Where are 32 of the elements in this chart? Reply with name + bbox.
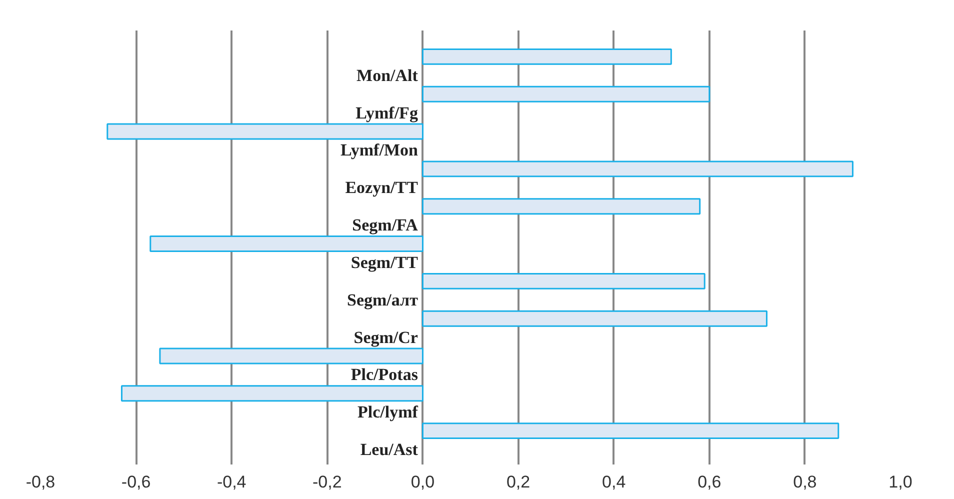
y-tick-label: Segm/Cr (354, 328, 418, 347)
bar (422, 310, 768, 327)
bar (150, 236, 424, 252)
x-tick-label: 0,0 (410, 472, 435, 492)
x-tick-label: 0,4 (602, 472, 626, 492)
x-tick-label: -0,8 (26, 472, 56, 492)
bar (422, 160, 854, 178)
x-tick-label: 0,8 (793, 472, 817, 492)
bar (422, 272, 706, 290)
bar (422, 48, 672, 65)
bar (159, 348, 424, 364)
x-tick-label: 1,0 (888, 472, 912, 492)
y-tick-label: Eozyn/TT (345, 178, 419, 198)
y-tick-label: Lymf/Mon (340, 140, 418, 160)
y-tick-label: Plc/lymf (358, 402, 418, 422)
bar (422, 198, 701, 215)
bar (422, 86, 710, 102)
y-tick-label: Plc/Potas (350, 365, 418, 384)
y-tick-label: Leu/Ast (360, 440, 418, 460)
bar (422, 422, 840, 440)
y-tick-label: Mon/Alt (356, 66, 418, 85)
bar (106, 123, 424, 140)
x-tick-label: 0,6 (698, 472, 722, 492)
x-tick-label: -0,6 (121, 472, 151, 492)
y-tick-label: Segm/алт (347, 290, 419, 310)
x-tick-label: -0,4 (216, 472, 246, 492)
bar (120, 385, 424, 402)
x-tick-label: -0,2 (312, 472, 342, 492)
y-tick-label: Lymf/Fg (356, 103, 418, 122)
y-tick-label: Segm/FA (352, 216, 419, 235)
x-tick-label: 0,2 (506, 472, 530, 492)
y-tick-label: Segm/TT (350, 252, 419, 272)
